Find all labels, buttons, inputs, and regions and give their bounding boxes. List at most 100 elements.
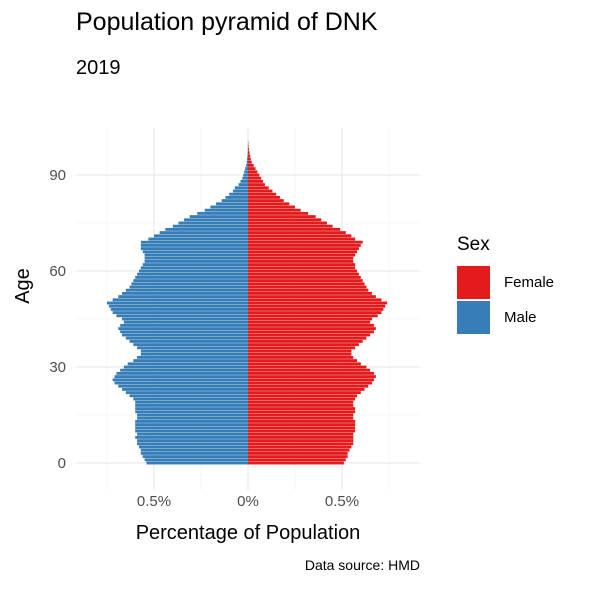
bar-male-age-16: [135, 410, 248, 414]
bar-female-age-11: [248, 426, 356, 430]
bar-female-age-53: [248, 291, 373, 295]
bar-male-age-38: [129, 339, 248, 343]
bars-layer: [107, 141, 388, 465]
bar-female-age-34: [248, 352, 352, 356]
bar-female-age-82: [248, 199, 284, 203]
bar-female-age-89: [248, 176, 262, 180]
bar-male-age-26: [112, 378, 248, 382]
bar-male-age-9: [137, 432, 248, 436]
bar-female-age-36: [248, 346, 356, 350]
legend-label-female: Female: [504, 274, 555, 291]
bar-female-age-46: [248, 314, 378, 318]
bar-male-age-96: [247, 154, 248, 158]
bar-male-age-66: [142, 250, 248, 254]
x-tick-label: 0.5%: [325, 493, 359, 510]
bar-female-age-66: [248, 250, 358, 254]
bar-female-age-52: [248, 295, 376, 299]
bar-female-age-4: [248, 448, 350, 452]
bar-female-age-33: [248, 355, 354, 359]
bar-female-age-41: [248, 330, 374, 334]
bar-female-age-30: [248, 365, 367, 369]
bar-male-age-1: [144, 458, 248, 462]
bar-male-age-75: [178, 221, 248, 225]
y-tick-label: 30: [49, 359, 66, 376]
bar-male-age-57: [133, 279, 248, 283]
bar-male-age-32: [133, 359, 248, 363]
bar-male-age-95: [247, 157, 248, 161]
bar-male-age-78: [197, 211, 248, 215]
bar-female-age-59: [248, 272, 359, 276]
bar-female-age-99: [248, 144, 249, 148]
bar-female-age-48: [248, 307, 384, 311]
bar-female-age-98: [248, 147, 249, 151]
bar-male-age-54: [125, 288, 248, 292]
bar-male-age-85: [232, 189, 248, 193]
bar-male-age-4: [140, 448, 248, 452]
bar-male-age-87: [238, 183, 248, 187]
legend-key-male: [457, 301, 490, 334]
bar-male-age-51: [112, 298, 248, 302]
bar-female-age-43: [248, 323, 374, 327]
bar-female-age-68: [248, 243, 361, 247]
bar-male-age-25: [114, 381, 249, 385]
bar-male-age-37: [133, 343, 248, 347]
bar-male-age-19: [135, 400, 248, 404]
bar-male-age-22: [125, 391, 248, 395]
bar-female-age-49: [248, 304, 386, 308]
legend-key-female: [457, 266, 490, 299]
legend-label-male: Male: [504, 309, 537, 326]
bar-female-age-20: [248, 397, 356, 401]
bar-female-age-29: [248, 368, 371, 372]
bar-male-age-46: [116, 314, 249, 318]
bar-male-age-49: [108, 304, 248, 308]
bar-male-age-84: [229, 192, 248, 196]
bar-male-age-65: [144, 253, 248, 257]
bar-female-age-84: [248, 192, 277, 196]
bar-male-age-90: [243, 173, 248, 177]
bar-female-age-6: [248, 442, 354, 446]
bar-female-age-47: [248, 311, 382, 315]
x-axis-label: Percentage of Population: [136, 522, 361, 544]
bar-male-age-79: [204, 208, 248, 212]
bar-male-age-11: [135, 426, 248, 430]
bar-male-age-3: [140, 451, 248, 455]
bar-male-age-53: [122, 291, 248, 295]
bar-male-age-62: [142, 263, 248, 267]
bar-male-age-42: [118, 327, 248, 331]
bar-male-age-48: [110, 307, 248, 311]
bar-male-age-12: [135, 423, 248, 427]
bar-female-age-25: [248, 381, 373, 385]
bar-male-age-8: [135, 435, 248, 439]
bar-female-age-32: [248, 359, 358, 363]
bar-female-age-95: [248, 157, 251, 161]
bar-female-age-60: [248, 269, 358, 273]
bar-male-age-50: [107, 301, 248, 305]
bar-female-age-19: [248, 400, 354, 404]
legend-title: Sex: [457, 234, 490, 255]
bar-female-age-62: [248, 263, 356, 267]
bar-female-age-37: [248, 343, 359, 347]
legend: Sex Female Male: [457, 234, 554, 335]
bar-female-age-76: [248, 218, 322, 222]
bar-female-age-9: [248, 432, 354, 436]
chart-title: Population pyramid of DNK: [76, 8, 378, 36]
bar-male-age-20: [133, 397, 248, 401]
bar-male-age-21: [129, 394, 248, 398]
bar-female-age-64: [248, 256, 354, 260]
bar-male-age-60: [138, 269, 248, 273]
y-tick-label: 90: [49, 167, 66, 184]
bar-female-age-78: [248, 211, 309, 215]
bar-male-age-31: [127, 362, 248, 366]
bar-male-age-17: [135, 407, 248, 411]
bar-female-age-97: [248, 151, 250, 155]
bar-female-age-94: [248, 160, 252, 164]
bar-female-age-1: [248, 458, 346, 462]
chart-subtitle: 2019: [76, 57, 121, 79]
bar-female-age-80: [248, 205, 295, 209]
bar-female-age-73: [248, 227, 341, 231]
bar-female-age-16: [248, 410, 356, 414]
bar-female-age-72: [248, 231, 346, 235]
bar-female-age-7: [248, 439, 354, 443]
bar-male-age-29: [120, 368, 248, 372]
bar-male-age-41: [120, 330, 248, 334]
